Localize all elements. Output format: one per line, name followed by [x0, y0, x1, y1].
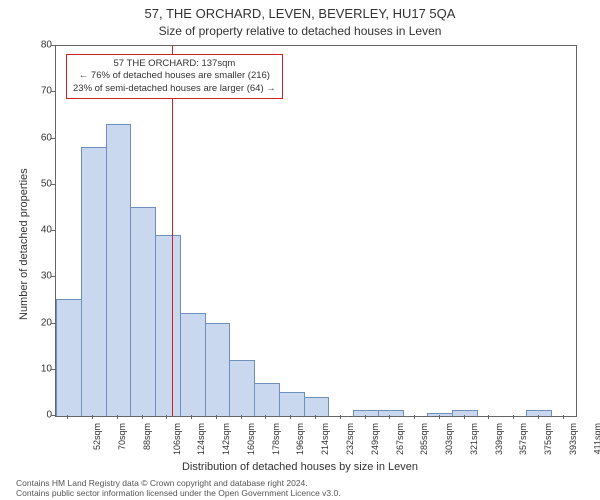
- x-axis-label: Distribution of detached houses by size …: [0, 461, 600, 473]
- x-tick-mark: [513, 415, 514, 419]
- reference-line: [172, 46, 173, 416]
- x-tick-label: 196sqm: [296, 423, 306, 455]
- x-tick-label: 285sqm: [419, 423, 429, 455]
- histogram-bar: [106, 124, 132, 416]
- y-tick-mark: [51, 91, 55, 92]
- annotation-line: 23% of semi-detached houses are larger (…: [73, 83, 276, 95]
- histogram-bar: [180, 313, 206, 416]
- histogram-bar: [205, 323, 231, 417]
- y-tick-mark: [51, 230, 55, 231]
- y-tick-mark: [51, 415, 55, 416]
- x-tick-mark: [538, 415, 539, 419]
- x-tick-label: 214sqm: [320, 423, 330, 455]
- x-tick-mark: [340, 415, 341, 419]
- x-tick-mark: [142, 415, 143, 419]
- y-tick-mark: [51, 138, 55, 139]
- chart-title-line1: 57, THE ORCHARD, LEVEN, BEVERLEY, HU17 5…: [0, 6, 600, 21]
- annotation-line: 57 THE ORCHARD: 137sqm: [73, 58, 276, 70]
- x-tick-label: 124sqm: [196, 423, 206, 455]
- x-tick-label: 249sqm: [370, 423, 380, 455]
- histogram-bar: [229, 360, 255, 417]
- x-tick-mark: [439, 415, 440, 419]
- histogram-bar: [353, 410, 379, 416]
- histogram-bar: [81, 147, 107, 416]
- x-tick-mark: [389, 415, 390, 419]
- y-tick-mark: [51, 369, 55, 370]
- attribution-line1: Contains HM Land Registry data © Crown c…: [16, 478, 341, 488]
- x-tick-mark: [166, 415, 167, 419]
- attribution-text: Contains HM Land Registry data © Crown c…: [16, 478, 341, 498]
- x-tick-label: 88sqm: [142, 423, 152, 450]
- histogram-bar: [378, 410, 404, 416]
- x-tick-mark: [414, 415, 415, 419]
- histogram-bar: [526, 410, 552, 416]
- x-tick-mark: [488, 415, 489, 419]
- x-tick-mark: [290, 415, 291, 419]
- x-tick-label: 321sqm: [469, 423, 479, 455]
- x-tick-mark: [67, 415, 68, 419]
- x-tick-label: 232sqm: [345, 423, 355, 455]
- y-axis-label: Number of detached properties: [18, 168, 30, 320]
- x-tick-mark: [92, 415, 93, 419]
- x-tick-label: 357sqm: [518, 423, 528, 455]
- x-tick-label: 303sqm: [444, 423, 454, 455]
- x-tick-mark: [365, 415, 366, 419]
- x-tick-label: 160sqm: [246, 423, 256, 455]
- x-tick-mark: [191, 415, 192, 419]
- x-tick-mark: [216, 415, 217, 419]
- x-tick-mark: [464, 415, 465, 419]
- chart-title-line2: Size of property relative to detached ho…: [0, 24, 600, 38]
- x-tick-label: 52sqm: [92, 423, 102, 450]
- x-tick-label: 411sqm: [592, 423, 600, 454]
- histogram-bar: [452, 410, 478, 416]
- chart-container: 57, THE ORCHARD, LEVEN, BEVERLEY, HU17 5…: [0, 0, 600, 500]
- x-tick-label: 142sqm: [221, 423, 231, 455]
- histogram-bar: [155, 235, 181, 416]
- x-tick-mark: [241, 415, 242, 419]
- x-tick-label: 70sqm: [117, 423, 127, 450]
- x-tick-mark: [315, 415, 316, 419]
- attribution-line2: Contains public sector information licen…: [16, 488, 341, 498]
- histogram-bar: [279, 392, 305, 416]
- x-tick-mark: [265, 415, 266, 419]
- x-tick-mark: [563, 415, 564, 419]
- y-tick-mark: [51, 276, 55, 277]
- x-tick-mark: [117, 415, 118, 419]
- histogram-bar: [427, 413, 453, 416]
- plot-area: 57 THE ORCHARD: 137sqm← 76% of detached …: [55, 45, 577, 417]
- histogram-bar: [254, 383, 280, 416]
- y-tick-mark: [51, 45, 55, 46]
- x-tick-label: 375sqm: [543, 423, 553, 455]
- x-tick-label: 106sqm: [172, 423, 182, 455]
- histogram-bar: [130, 207, 156, 416]
- x-tick-label: 339sqm: [494, 423, 504, 455]
- y-tick-mark: [51, 184, 55, 185]
- x-tick-label: 393sqm: [568, 423, 578, 455]
- y-tick-mark: [51, 323, 55, 324]
- x-tick-label: 178sqm: [271, 423, 281, 455]
- histogram-bar: [56, 299, 82, 416]
- annotation-line: ← 76% of detached houses are smaller (21…: [73, 70, 276, 82]
- histogram-bar: [304, 397, 330, 417]
- annotation-box: 57 THE ORCHARD: 137sqm← 76% of detached …: [66, 54, 283, 99]
- x-tick-label: 267sqm: [395, 423, 405, 455]
